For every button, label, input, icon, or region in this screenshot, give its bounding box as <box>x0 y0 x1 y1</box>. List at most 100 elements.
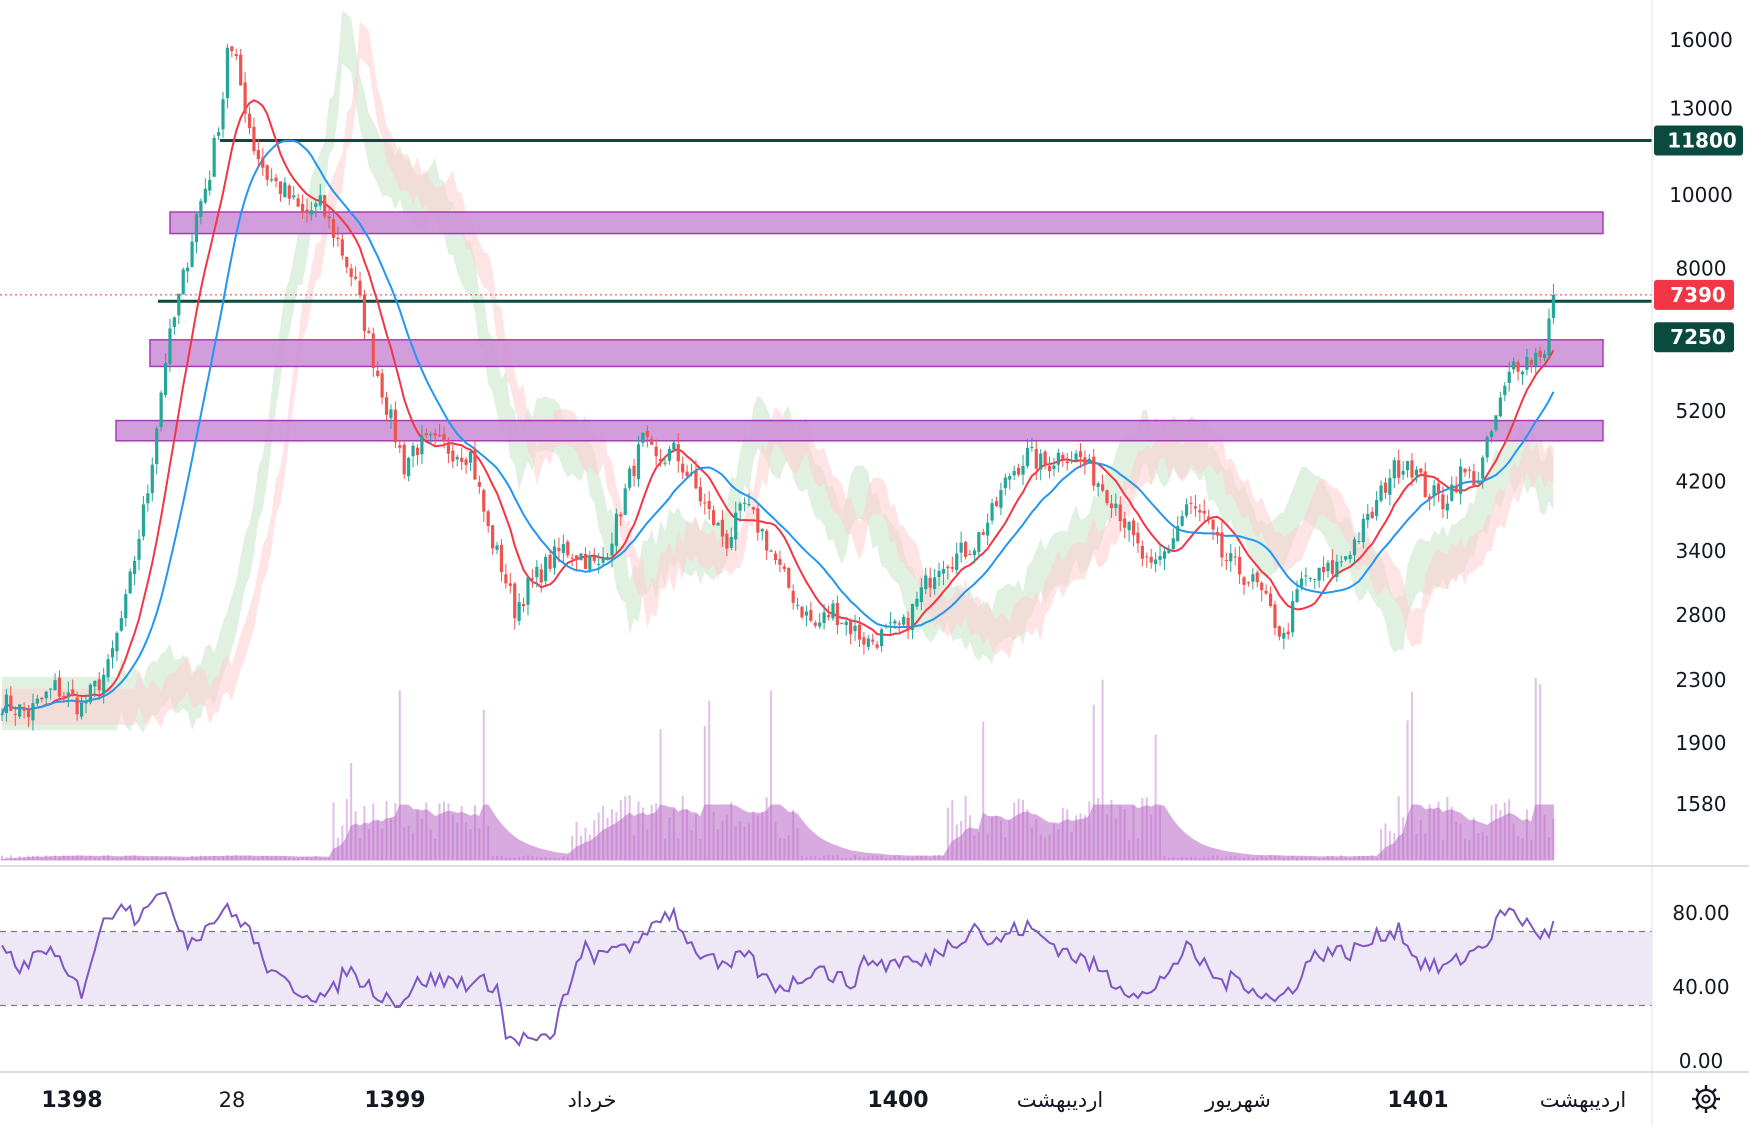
candle-body <box>186 267 190 272</box>
candle-body <box>455 456 459 460</box>
candle-body <box>977 532 981 552</box>
candle-body <box>756 508 760 533</box>
volume-bar <box>9 855 12 860</box>
rsi-tick-label: 40.00 <box>1672 975 1729 999</box>
candle-body <box>411 445 415 457</box>
candle-body <box>1299 578 1304 587</box>
candle-body <box>1542 354 1547 358</box>
candle-body <box>968 553 972 556</box>
candle-body <box>636 444 641 480</box>
candle-body <box>31 703 35 721</box>
volume-bar <box>350 763 353 860</box>
candle-body <box>955 553 959 570</box>
candle-body <box>605 557 610 560</box>
candle-body <box>535 566 539 578</box>
candle-body <box>972 550 976 556</box>
candle-body <box>1100 484 1105 491</box>
volume-bar <box>946 807 949 860</box>
candle-body <box>1344 556 1348 560</box>
candle-body <box>415 447 420 456</box>
candle-body <box>866 638 870 647</box>
candle-body <box>667 448 672 461</box>
candle-body <box>230 46 234 52</box>
candle-body <box>928 577 932 588</box>
candle-body <box>327 216 331 219</box>
candle-body <box>778 558 782 565</box>
candle-body <box>712 510 716 526</box>
candle-body <box>685 471 689 477</box>
candle-body <box>1428 496 1432 500</box>
volume-bar <box>1410 692 1413 860</box>
candle-body <box>557 547 561 552</box>
candle-body <box>619 514 623 517</box>
zone-band <box>169 211 1604 235</box>
candle-body <box>1224 559 1228 561</box>
candle-body <box>1352 539 1357 556</box>
candle-body <box>97 679 101 691</box>
candle-body <box>751 507 755 510</box>
candle-body <box>963 541 968 557</box>
candle-body <box>384 397 389 415</box>
candle-body <box>592 556 596 561</box>
candle-body <box>539 569 543 583</box>
price-badges <box>1654 125 1743 353</box>
candle-body <box>1140 545 1144 559</box>
volume-bar <box>1534 677 1537 860</box>
candle-body <box>742 502 747 504</box>
moving-averages <box>1 99 1555 715</box>
candle-body <box>822 612 826 624</box>
candle-body <box>769 550 773 552</box>
candle-body <box>1215 531 1220 536</box>
candle-body <box>1105 490 1109 504</box>
candle-body <box>482 490 486 512</box>
candle-body <box>734 512 738 540</box>
candle-body <box>1149 556 1153 563</box>
candle-body <box>561 544 565 554</box>
candle-body <box>1220 532 1224 558</box>
volume-bar <box>1154 734 1157 860</box>
candle-body <box>124 594 128 619</box>
candle-body <box>371 333 375 369</box>
candle-body <box>504 574 508 584</box>
candle-body <box>1436 483 1441 494</box>
price-tick-label: 1900 <box>1676 731 1727 755</box>
volume-bar <box>1397 796 1400 860</box>
candle-body <box>1512 361 1516 370</box>
candle-body <box>1419 468 1423 473</box>
candle-body <box>128 571 132 594</box>
candle-body <box>1083 457 1087 465</box>
last-price-label: 7390 <box>1670 283 1726 307</box>
candle-body <box>203 188 207 203</box>
candle-body <box>442 434 446 442</box>
candle-body <box>1123 518 1127 528</box>
candle-body <box>628 468 632 488</box>
candle-body <box>1525 356 1529 370</box>
candle-body <box>208 179 212 191</box>
candle-body <box>1255 572 1259 583</box>
candle-body <box>521 604 526 607</box>
candle-body <box>831 603 835 619</box>
candle-body <box>0 714 4 716</box>
candle-body <box>1485 437 1489 458</box>
candle-body <box>270 179 274 181</box>
ichimoku-cloud-green <box>2 10 1554 734</box>
candle-body <box>1158 556 1162 560</box>
candle-body <box>398 445 402 448</box>
candle-body <box>888 622 893 624</box>
price-tick-label: 4200 <box>1676 469 1727 493</box>
candle-body <box>1238 556 1242 575</box>
candle-body <box>159 392 163 427</box>
candle-body <box>1092 456 1096 486</box>
candle-body <box>380 373 384 398</box>
volume-bar <box>964 795 967 860</box>
candle-body <box>119 618 123 631</box>
candle-body <box>1145 556 1149 558</box>
candle-body <box>468 451 473 463</box>
candle-body <box>1078 451 1083 458</box>
volume-bar <box>659 729 662 860</box>
gear-icon[interactable] <box>1692 1085 1720 1113</box>
candle-body <box>1516 361 1520 372</box>
candle-body <box>826 615 831 617</box>
candle-body <box>1025 447 1030 466</box>
